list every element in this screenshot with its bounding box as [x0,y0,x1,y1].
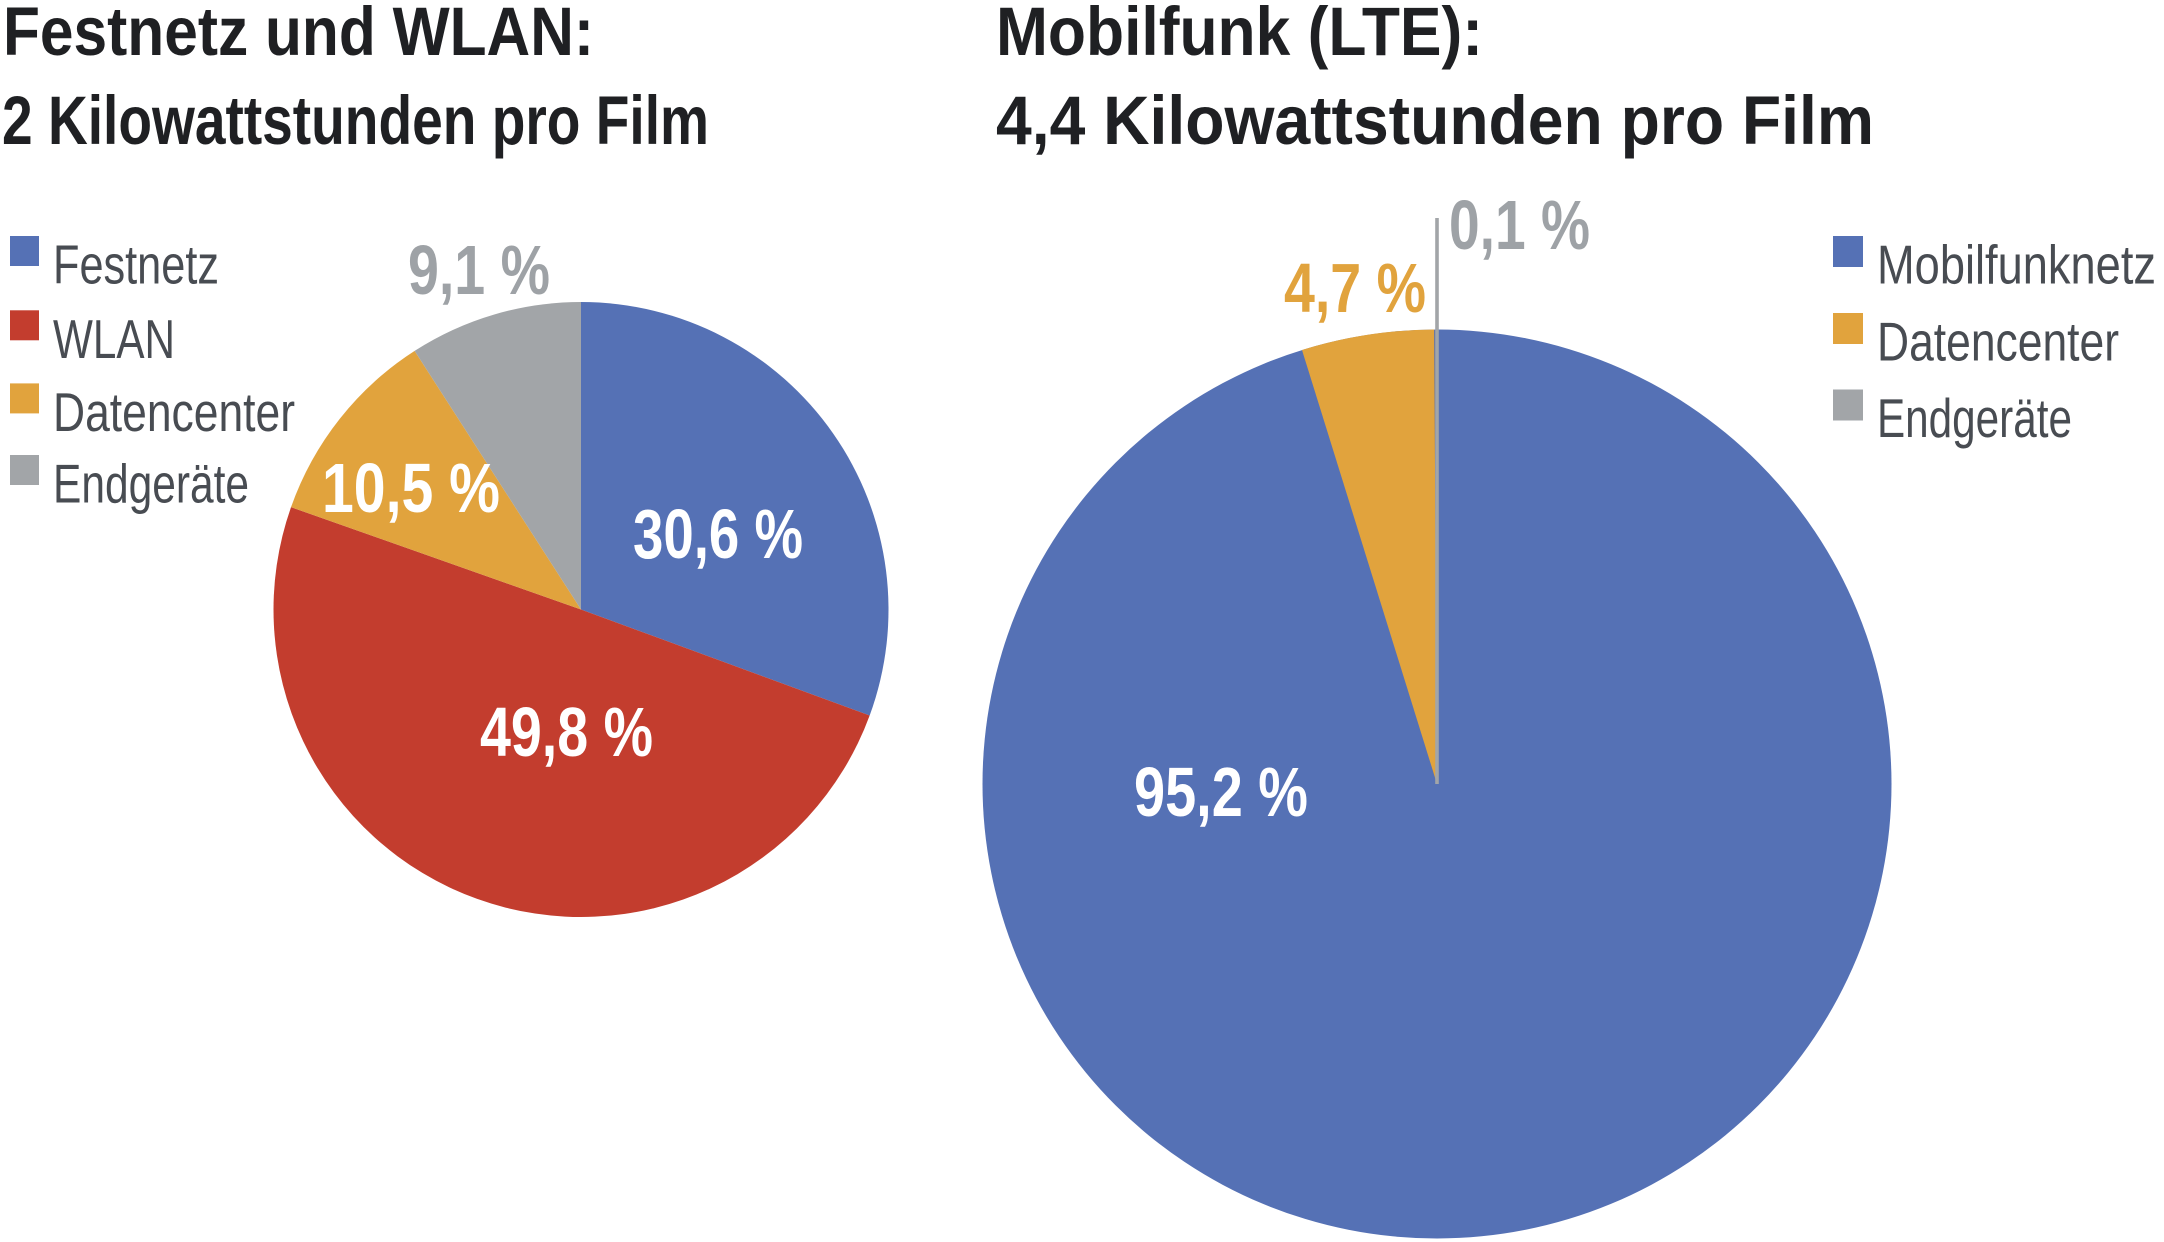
svg-text:10,5 %: 10,5 % [322,449,500,527]
svg-text:WLAN: WLAN [53,308,175,370]
svg-text:Festnetz: Festnetz [53,234,219,296]
svg-text:95,2 %: 95,2 % [1134,753,1308,831]
svg-text:Mobilfunknetz: Mobilfunknetz [1877,234,2156,296]
svg-text:Datencenter: Datencenter [1877,311,2119,373]
svg-text:0,1 %: 0,1 % [1449,186,1590,264]
svg-text:Endgeräte: Endgeräte [53,453,249,515]
svg-text:4,7 %: 4,7 % [1284,249,1426,327]
svg-text:30,6 %: 30,6 % [633,495,803,573]
svg-text:9,1 %: 9,1 % [408,231,550,309]
svg-text:Datencenter: Datencenter [53,381,295,443]
svg-text:Mobilfunk (LTE):: Mobilfunk (LTE): [996,0,1483,70]
svg-text:4,4 Kilowattstunden pro Film: 4,4 Kilowattstunden pro Film [996,82,1874,159]
svg-text:49,8 %: 49,8 % [480,693,653,771]
svg-text:Festnetz und WLAN:: Festnetz und WLAN: [3,0,594,70]
svg-text:2 Kilowattstunden pro Film: 2 Kilowattstunden pro Film [2,82,709,159]
svg-text:Endgeräte: Endgeräte [1877,387,2072,449]
